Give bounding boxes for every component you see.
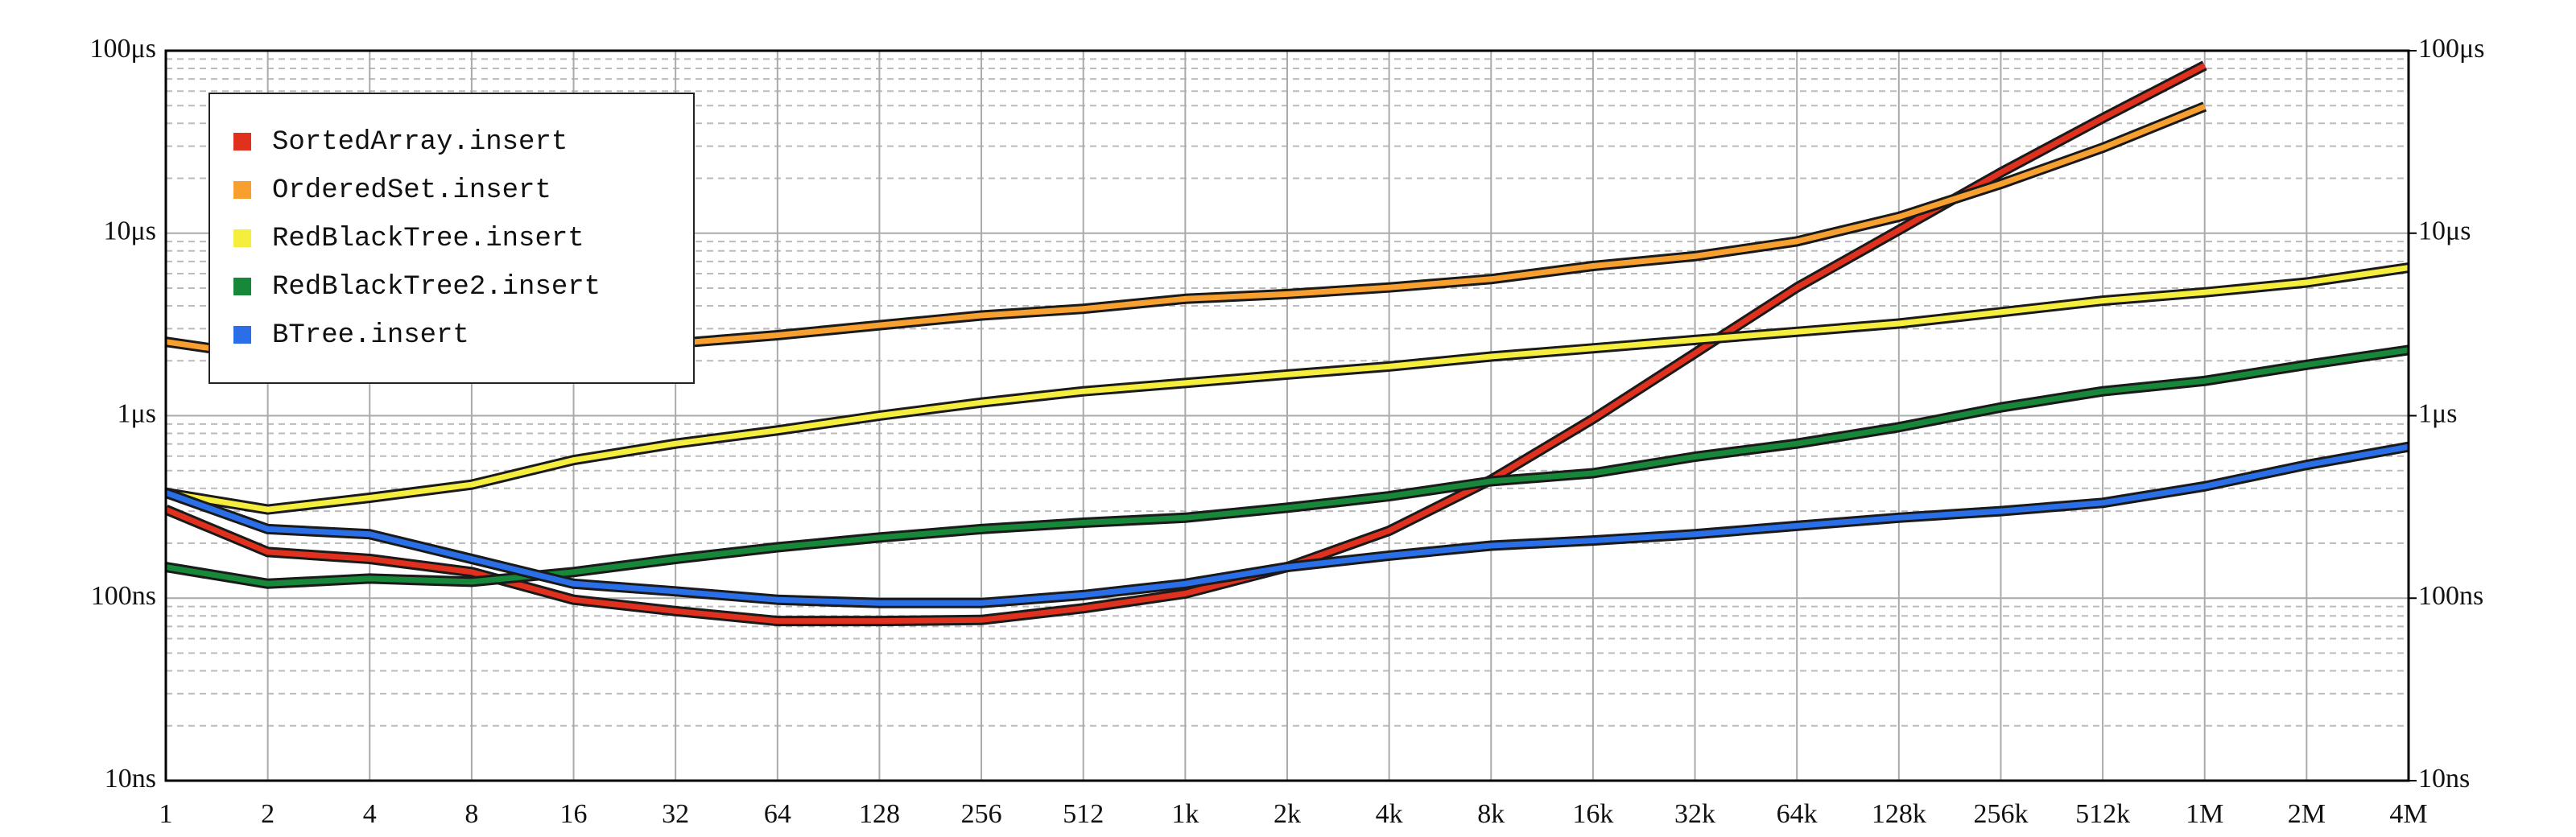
y2-tick-label: 1μs bbox=[2418, 398, 2457, 428]
legend-box bbox=[208, 93, 695, 384]
legend-label: OrderedSet.insert bbox=[272, 175, 551, 206]
legend-label: RedBlackTree.insert bbox=[272, 224, 584, 254]
legend-swatch bbox=[233, 278, 251, 295]
line bbox=[166, 265, 2409, 513]
x-tick-label: 2k bbox=[1274, 799, 1301, 829]
x-tick-label: 128k bbox=[1872, 799, 1926, 829]
x-tick-label: 64k bbox=[1777, 799, 1818, 829]
x-tick-label: 128 bbox=[859, 799, 900, 829]
y2-tick-label: 100ns bbox=[2418, 581, 2483, 611]
x-tick-label: 8 bbox=[464, 799, 478, 829]
line bbox=[166, 443, 2409, 606]
y-tick-label: 1μs bbox=[118, 398, 156, 428]
x-tick-label: 512k bbox=[2075, 799, 2130, 829]
x-tick-label: 256 bbox=[961, 799, 1002, 829]
x-tick-label: 4M bbox=[2389, 799, 2427, 829]
y2-tick-label: 100μs bbox=[2418, 34, 2484, 64]
legend-swatch bbox=[233, 326, 251, 344]
x-tick-label: 2M bbox=[2288, 799, 2326, 829]
y-tick-label: 100μs bbox=[90, 34, 156, 64]
legend-label: SortedArray.insert bbox=[272, 127, 568, 158]
legend-swatch bbox=[233, 229, 251, 247]
y2-tick-label: 10ns bbox=[2418, 764, 2470, 794]
x-tick-label: 4k bbox=[1376, 799, 1403, 829]
plot-frame bbox=[164, 49, 2410, 782]
y2-tick-label: 10μs bbox=[2418, 216, 2471, 246]
y-tick-label: 100ns bbox=[91, 581, 156, 611]
x-tick-label: 1M bbox=[2186, 799, 2223, 829]
y-tick-label: 10μs bbox=[104, 216, 156, 246]
x-tick-label: 256k bbox=[1973, 799, 2028, 829]
x-tick-label: 1 bbox=[159, 799, 173, 829]
x-tick-label: 8k bbox=[1477, 799, 1505, 829]
legend-swatch bbox=[233, 133, 251, 150]
x-tick-label: 1k bbox=[1171, 799, 1199, 829]
legend-label: RedBlackTree2.insert bbox=[272, 272, 601, 303]
x-tick-label: 16k bbox=[1572, 799, 1613, 829]
x-tick-label: 512 bbox=[1063, 799, 1104, 829]
legend-label: BTree.insert bbox=[272, 320, 469, 351]
x-tick-label: 64 bbox=[764, 799, 791, 829]
x-tick-label: 2 bbox=[261, 799, 275, 829]
x-tick-label: 32k bbox=[1674, 799, 1715, 829]
x-tick-label: 16 bbox=[560, 799, 588, 829]
x-tick-label: 32 bbox=[662, 799, 689, 829]
legend-swatch bbox=[233, 181, 251, 199]
y-tick-label: 10ns bbox=[105, 764, 156, 794]
x-tick-label: 4 bbox=[363, 799, 377, 829]
